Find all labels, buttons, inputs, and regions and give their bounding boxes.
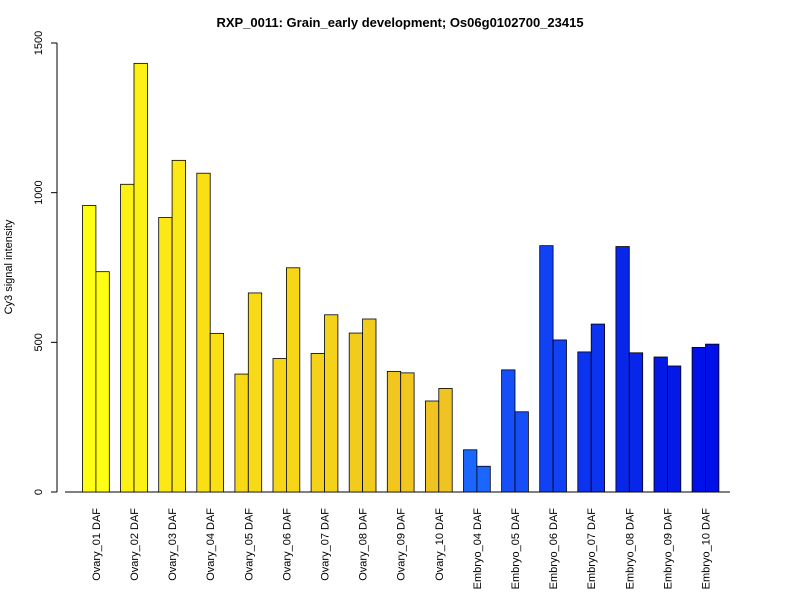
bar: [171, 159, 186, 493]
bar: [514, 411, 529, 493]
bar: [667, 365, 682, 493]
x-tick-label: Embryo_06 DAF: [548, 508, 560, 590]
bar: [463, 449, 478, 493]
bar: [272, 358, 287, 493]
x-tick-label: Embryo_08 DAF: [624, 508, 636, 590]
bar: [196, 172, 211, 493]
x-tick-label: Ovary_07 DAF: [320, 508, 332, 581]
bar: [615, 246, 630, 493]
y-axis: 0 500 1000 1500: [33, 31, 58, 495]
x-tick-label: Ovary_06 DAF: [281, 508, 293, 581]
x-tick-label: Embryo_07 DAF: [586, 508, 598, 590]
bar: [424, 400, 440, 493]
y-axis-label: Cy3 signal intensity: [3, 219, 15, 314]
bar: [628, 352, 644, 493]
bar: [133, 62, 148, 493]
bar: [158, 217, 173, 493]
bar: [476, 465, 491, 493]
bar: [324, 314, 339, 493]
bar: [209, 332, 224, 493]
x-tick-label: Ovary_03 DAF: [167, 508, 179, 581]
y-tick-label: 500: [33, 333, 45, 351]
y-tick-label: 1500: [33, 31, 45, 55]
x-tick-label: Ovary_02 DAF: [129, 508, 141, 581]
x-tick-label: Embryo_10 DAF: [701, 508, 713, 590]
bar: [82, 205, 97, 493]
bar: [386, 370, 402, 493]
x-tick-label: Embryo_04 DAF: [472, 508, 484, 590]
y-tick-label: 0: [33, 489, 45, 495]
x-tick-label: Embryo_09 DAF: [662, 508, 674, 590]
bar: [501, 369, 516, 493]
bar: [310, 353, 325, 493]
y-tick-label: 1000: [33, 180, 45, 204]
bar-series: [82, 62, 720, 493]
bar: [120, 183, 135, 493]
bar: [247, 292, 263, 493]
chart-title: RXP_0011: Grain_early development; Os06g…: [216, 15, 583, 30]
bar: [285, 267, 301, 493]
x-tick-label: Embryo_05 DAF: [510, 508, 522, 590]
bar: [691, 347, 706, 493]
bar: [653, 356, 668, 493]
bar: [577, 351, 592, 493]
bar: [348, 332, 364, 493]
bar: [438, 388, 453, 493]
bar: [539, 245, 554, 493]
x-tick-label: Ovary_05 DAF: [243, 508, 255, 581]
bar: [705, 343, 720, 493]
x-tick-label: Ovary_01 DAF: [91, 508, 103, 581]
x-tick-label: Ovary_04 DAF: [205, 508, 217, 581]
bar: [95, 271, 110, 493]
x-tick-label: Ovary_10 DAF: [434, 508, 446, 581]
category-labels: Ovary_01 DAF Ovary_02 DAF Ovary_03 DAF Ovar…: [91, 508, 713, 590]
x-tick-label: Ovary_09 DAF: [396, 508, 408, 581]
bar: [362, 318, 377, 493]
bar: [400, 372, 415, 493]
x-tick-label: Ovary_08 DAF: [358, 508, 370, 581]
bar: [234, 373, 249, 493]
bar: [552, 339, 567, 493]
bar: [590, 323, 606, 493]
